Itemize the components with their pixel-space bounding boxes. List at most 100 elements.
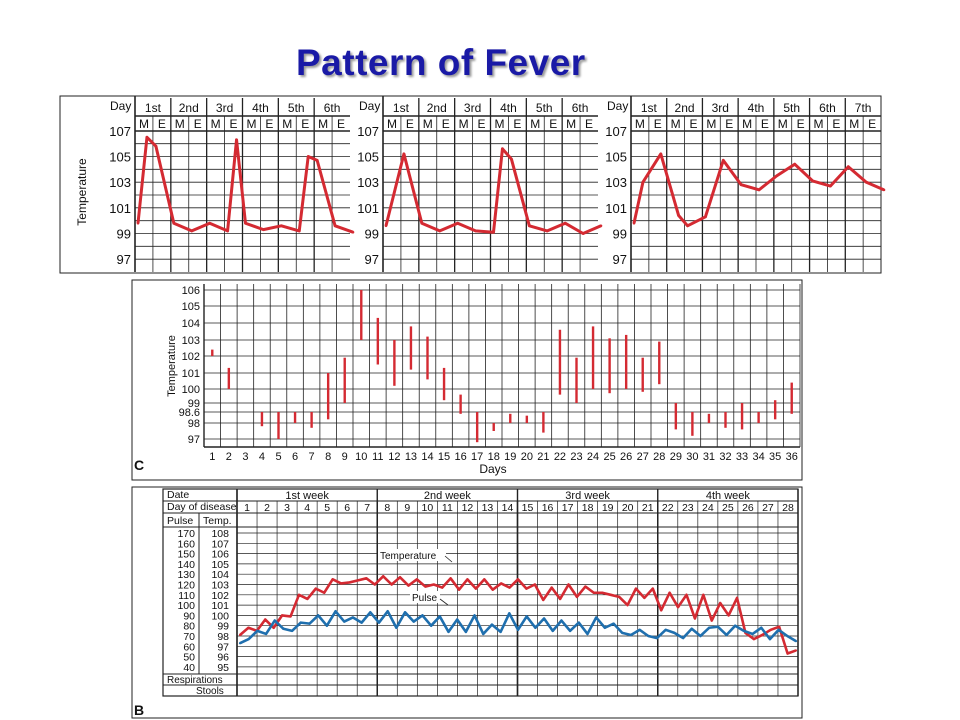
temperature-point xyxy=(668,591,671,594)
y-tick-label: 97 xyxy=(613,252,627,267)
temperature-point xyxy=(402,152,406,156)
y-tick-label: 100 xyxy=(182,384,200,396)
period-label: M xyxy=(566,117,576,131)
x-tick-label: 18 xyxy=(488,451,500,463)
day-corner-label: Day xyxy=(359,99,380,113)
temperature-point xyxy=(677,214,680,217)
temperature-point xyxy=(398,576,402,579)
temperature-point xyxy=(314,587,317,590)
temperature-point xyxy=(563,221,567,225)
pulse-point xyxy=(655,636,659,640)
temperature-point xyxy=(438,229,442,233)
day-label: 19 xyxy=(602,502,614,514)
y-axis-title: Temperature xyxy=(75,158,89,226)
pulse-point xyxy=(673,631,676,635)
pulse-point xyxy=(299,621,302,624)
pulse-tick-label: 50 xyxy=(183,652,195,664)
day-label: 21 xyxy=(642,502,654,514)
pulse-point xyxy=(595,616,598,619)
temperature-point xyxy=(651,587,654,590)
temp-tick-label: 102 xyxy=(211,590,229,602)
temperature-point xyxy=(702,593,705,596)
temperature-point xyxy=(693,617,697,620)
temperature-point xyxy=(441,586,444,589)
chart-frame xyxy=(131,486,803,719)
temperature-point xyxy=(315,159,319,162)
pulse-point xyxy=(708,626,711,629)
day-label: 8 xyxy=(384,502,390,514)
pulse-tick-label: 40 xyxy=(183,662,195,674)
pulse-tick-label: 100 xyxy=(177,600,195,612)
pulse-point xyxy=(760,626,763,629)
temperature-point xyxy=(721,159,725,162)
day-label: 5th xyxy=(288,101,305,115)
day-label: 12 xyxy=(462,502,474,514)
pulse-tick-label: 150 xyxy=(177,549,195,561)
period-label: M xyxy=(494,117,504,131)
temperature-point xyxy=(244,221,247,225)
pulse-point xyxy=(499,630,502,633)
temperature-point xyxy=(634,587,638,590)
pulse-point xyxy=(351,616,355,619)
y-tick-label: 107 xyxy=(605,124,627,139)
week-label: 4th week xyxy=(706,490,751,502)
y-tick-label: 103 xyxy=(357,175,379,190)
row-label-stools: Stools xyxy=(196,686,224,697)
day-label: 6th xyxy=(324,101,341,115)
x-tick-label: 3 xyxy=(242,451,248,463)
day-label: 24 xyxy=(702,502,714,514)
day-label: 7 xyxy=(364,502,370,514)
temperature-point xyxy=(617,595,621,598)
temperature-point xyxy=(676,606,680,609)
pulse-point xyxy=(403,611,407,614)
y-tick-label: 104 xyxy=(182,318,200,330)
temperature-point xyxy=(794,649,798,652)
pulse-point xyxy=(282,627,285,630)
temp-tick-label: 98 xyxy=(217,631,229,643)
temperature-point xyxy=(559,597,562,601)
x-tick-label: 22 xyxy=(554,451,566,463)
temperature-point xyxy=(247,626,250,629)
pulse-point xyxy=(586,632,589,636)
temperature-point xyxy=(407,584,410,587)
y-tick-label: 97 xyxy=(117,252,131,267)
pulse-point xyxy=(291,629,294,632)
period-label: M xyxy=(814,117,824,131)
temp-tick-label: 99 xyxy=(217,621,229,633)
pulse-point xyxy=(768,637,772,641)
temperature-point xyxy=(545,229,549,233)
temperature-point xyxy=(704,215,707,219)
day-label: 3rd xyxy=(464,101,481,115)
day-label: 4th xyxy=(252,101,269,115)
x-tick-label: 15 xyxy=(438,451,450,463)
temperature-point xyxy=(659,152,663,156)
temperature-point xyxy=(190,229,194,233)
day-label: 17 xyxy=(562,502,574,514)
temp-tick-label: 106 xyxy=(211,549,229,561)
day-label: 6 xyxy=(344,502,350,514)
y-tick-label: 105 xyxy=(182,301,200,313)
day-label: 14 xyxy=(502,502,514,514)
pulse-tick-label: 140 xyxy=(177,559,195,571)
period-label: M xyxy=(530,117,540,131)
temperature-point xyxy=(864,180,868,184)
y-tick-label: 103 xyxy=(109,175,131,190)
temperature-point xyxy=(432,583,435,586)
pulse-point xyxy=(751,632,754,636)
table-frame xyxy=(162,488,799,697)
week-label: 2nd week xyxy=(424,490,472,502)
temperature-point xyxy=(297,229,301,233)
chart-frame xyxy=(131,279,803,481)
pulse-point xyxy=(317,614,320,617)
period-label: M xyxy=(318,117,328,131)
pulse-tick-label: 60 xyxy=(183,641,195,653)
panel-letter: C xyxy=(134,457,144,473)
temperature-line xyxy=(136,135,354,234)
pulse-point xyxy=(742,629,745,632)
temperature-point xyxy=(415,578,419,581)
temperature-point xyxy=(474,587,477,590)
pulse-point xyxy=(464,630,467,633)
day-label: 1 xyxy=(244,502,250,514)
day-label: 7th xyxy=(855,101,872,115)
